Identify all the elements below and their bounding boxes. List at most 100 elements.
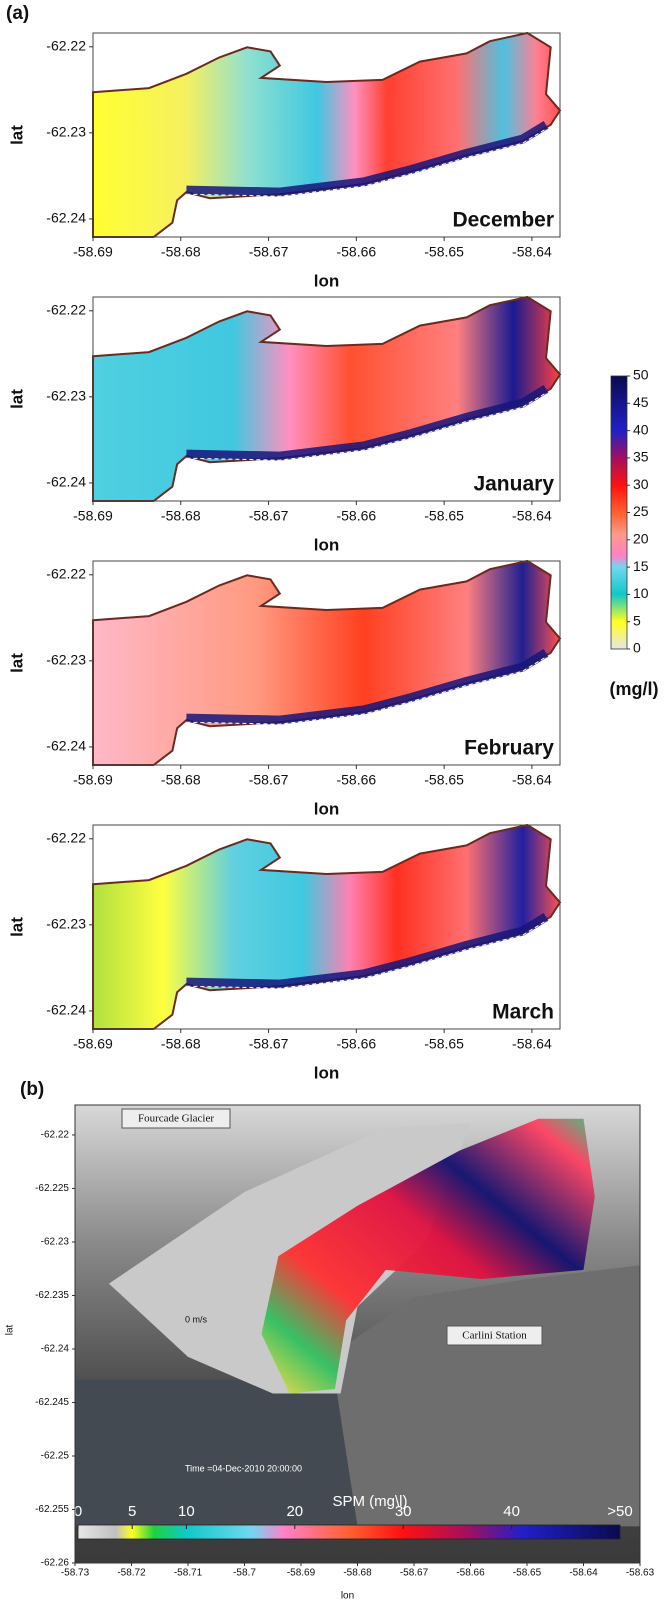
x-tick-label: -58.69 [73, 244, 113, 260]
annotation: Carlini Station [462, 1330, 527, 1342]
panel-title: March [492, 1001, 554, 1024]
annotation-box [446, 1325, 543, 1346]
colorbar-tick-label: 25 [633, 503, 649, 519]
x-tick-label: -58.68 [343, 1568, 372, 1579]
x-tick-label: -58.67 [400, 1568, 429, 1579]
colorbar-tick-label: 10 [178, 1503, 195, 1520]
plot-frame [92, 824, 561, 1030]
field [92, 559, 562, 766]
x-tick-label: -58.73 [61, 1568, 90, 1579]
colorbar-tick-label: 30 [633, 476, 649, 492]
colorbar-tick-label: 45 [633, 394, 649, 410]
field [92, 295, 562, 502]
y-tick-label: -62.25 [41, 1451, 70, 1462]
sea [75, 1379, 358, 1527]
y-tick-label: -62.24 [41, 1344, 70, 1355]
panel-title: February [464, 737, 554, 760]
colorbar-tick-label: 20 [286, 1503, 303, 1520]
x-axis-label: lon [341, 1591, 354, 1602]
x-tick-label: -58.68 [161, 1036, 201, 1052]
land [329, 1265, 640, 1527]
y-tick-label: -62.22 [46, 829, 86, 845]
plume [261, 1118, 595, 1394]
colorbar-tick-label: 40 [503, 1503, 520, 1520]
y-axis-label: lat [5, 1324, 16, 1335]
colorbar-tick-label: 40 [633, 421, 649, 437]
x-tick-label: -58.63 [626, 1568, 655, 1579]
y-tick-label: -62.255 [35, 1504, 69, 1515]
plot-frame [92, 296, 561, 502]
x-tick-label: -58.72 [117, 1568, 146, 1579]
x-tick-label: -58.64 [569, 1568, 598, 1579]
colorbar-tick-label: 0 [74, 1503, 82, 1520]
panel-label: (a) [6, 3, 29, 24]
field [92, 31, 562, 238]
y-tick-label: -62.24 [46, 474, 86, 490]
shore-line [186, 656, 547, 725]
x-tick-label: -58.68 [161, 772, 201, 788]
colorbar-tick-label: 10 [633, 585, 649, 601]
x-tick-label: -58.71 [174, 1568, 203, 1579]
x-tick-label: -58.65 [424, 508, 464, 524]
colorbar-tick-label: >50 [607, 1503, 632, 1520]
y-tick-label: -62.23 [46, 388, 86, 404]
x-tick-label: -58.68 [161, 508, 201, 524]
panel-label: (b) [20, 1079, 44, 1100]
annotation: 0 m/s [185, 1314, 208, 1324]
shore-band [186, 648, 549, 725]
y-tick-label: -62.24 [46, 1002, 86, 1018]
x-tick-label: -58.64 [512, 508, 552, 524]
shore-band [186, 120, 549, 197]
shore-band [186, 912, 549, 989]
x-tick-label: -58.66 [336, 1036, 376, 1052]
y-axis-label: lat [7, 917, 26, 937]
x-tick-label: -58.69 [73, 508, 113, 524]
x-tick-label: -58.65 [424, 244, 464, 260]
x-tick-label: -58.64 [512, 1036, 552, 1052]
colorbar-tick-label: 30 [395, 1503, 412, 1520]
x-tick-label: -58.69 [73, 1036, 113, 1052]
x-tick-label: -58.67 [249, 508, 289, 524]
y-tick-label: -62.23 [46, 916, 86, 932]
shore-line [186, 920, 547, 989]
x-tick-label: -58.69 [287, 1568, 316, 1579]
x-tick-label: -58.69 [73, 772, 113, 788]
y-axis-label: lat [7, 653, 26, 673]
x-tick-label: -58.66 [336, 244, 376, 260]
field [92, 823, 562, 1030]
annotation-box [121, 1108, 231, 1129]
panel-title: January [473, 473, 554, 496]
x-axis-label: lon [314, 1063, 340, 1082]
shore-band [186, 384, 549, 461]
colorbar-tick-label: 5 [128, 1503, 136, 1520]
colorbar [77, 1524, 621, 1540]
x-tick-label: -58.67 [249, 244, 289, 260]
x-tick-label: -58.65 [513, 1568, 542, 1579]
x-tick-label: -58.64 [512, 772, 552, 788]
y-tick-label: -62.22 [46, 37, 86, 53]
y-tick-label: -62.23 [41, 1237, 70, 1248]
x-tick-label: -58.66 [456, 1568, 485, 1579]
x-axis-label: lon [314, 799, 340, 818]
y-tick-label: -62.22 [46, 301, 86, 317]
shore-line [186, 392, 547, 461]
annotation: Fourcade Glacier [138, 1113, 214, 1125]
y-tick-label: -62.245 [35, 1397, 69, 1408]
colorbar-tick-label: 0 [633, 640, 641, 656]
x-axis-label: lon [314, 535, 340, 554]
x-tick-label: -58.66 [336, 508, 376, 524]
x-tick-label: -58.65 [424, 1036, 464, 1052]
y-tick-label: -62.23 [46, 652, 86, 668]
y-axis-label: lat [7, 125, 26, 145]
x-tick-label: -58.67 [249, 772, 289, 788]
x-tick-label: -58.68 [161, 244, 201, 260]
x-tick-label: -58.65 [424, 772, 464, 788]
colorbar-tick-label: 35 [633, 449, 649, 465]
y-tick-label: -62.225 [35, 1183, 69, 1194]
x-tick-label: -58.64 [512, 244, 552, 260]
x-tick-label: -58.66 [336, 772, 376, 788]
y-tick-label: -62.23 [46, 124, 86, 140]
colorbar-tick-label: 15 [633, 558, 649, 574]
